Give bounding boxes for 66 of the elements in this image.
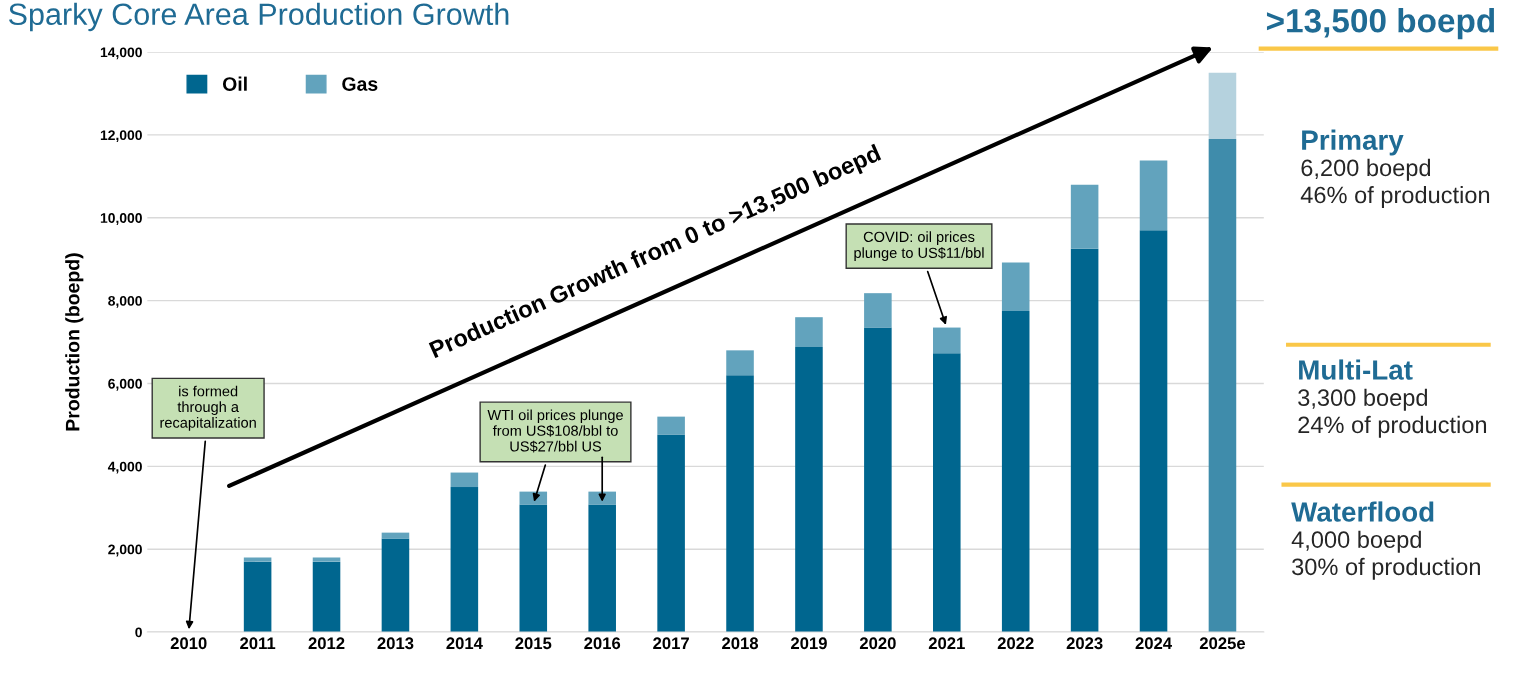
bar <box>381 532 410 539</box>
y-tick-label: 12,000 <box>100 130 142 143</box>
x-tick-label: 2018 <box>722 637 759 650</box>
x-tick-label: 2019 <box>790 637 827 650</box>
chart-title: Sparky Core Area Production Growth <box>8 2 509 32</box>
x-tick-label: 2017 <box>653 637 689 650</box>
legend-label: Gas <box>342 77 378 91</box>
y-axis-title: Production (boepd) <box>65 253 84 431</box>
x-tick-label: 2015 <box>515 637 552 650</box>
bar <box>657 434 685 633</box>
y-tick-label: 14,000 <box>100 47 142 60</box>
text: Primary <box>1302 129 1404 156</box>
text: >13,500 boepd <box>1266 8 1495 40</box>
bar <box>657 416 685 435</box>
bar <box>312 561 341 633</box>
y-tick-label: 8,000 <box>108 295 142 308</box>
bar <box>450 487 479 633</box>
text: 4,000 boepd 30% of production <box>1291 530 1480 580</box>
x-tick-label: 2014 <box>446 637 483 650</box>
text: Multi-Lat <box>1299 359 1413 380</box>
bar <box>795 317 823 348</box>
bar <box>1208 139 1237 633</box>
bar <box>381 538 410 633</box>
y-tick-label: 0 <box>135 627 142 638</box>
bar <box>1001 262 1030 311</box>
bar <box>450 472 479 488</box>
bar <box>588 504 616 633</box>
x-tick-label: 2020 <box>859 637 896 650</box>
bar <box>864 293 892 328</box>
x-tick-label: 2010 <box>170 637 207 650</box>
y-tick-label: 4,000 <box>107 461 142 474</box>
bar <box>933 327 961 354</box>
x-tick-label: 2025e <box>1199 637 1246 650</box>
bar <box>1070 184 1099 249</box>
y-tick-label: 10,000 <box>100 213 142 225</box>
x-tick-label: 2016 <box>584 637 621 650</box>
x-tick-label: 2013 <box>377 637 414 650</box>
bar <box>312 557 341 562</box>
bar <box>864 327 892 633</box>
bar <box>1001 310 1030 633</box>
bar <box>726 375 754 633</box>
text: Waterflood <box>1291 501 1434 522</box>
bar <box>1139 160 1168 231</box>
legend-label: Oil <box>222 76 247 91</box>
text: 3,300 boepd 24% of production <box>1298 388 1487 438</box>
bar <box>726 350 754 376</box>
annotation: COVID: oil prices plunge to US$11/bbl <box>854 231 984 261</box>
annotation: WTI oil prices plunge from US$108/bbl to US$27/bbl US <box>487 409 623 453</box>
y-tick-label: 6,000 <box>108 378 142 391</box>
bar <box>795 347 823 633</box>
x-tick-label: 2011 <box>240 637 276 650</box>
bar <box>1139 230 1168 633</box>
x-tick-label: 2012 <box>308 637 345 650</box>
x-tick-label: 2024 <box>1135 637 1172 650</box>
bar <box>243 557 272 562</box>
bar <box>243 561 272 633</box>
annotation: is formed through a recapitalization <box>160 385 256 431</box>
x-tick-label: 2021 <box>928 637 965 650</box>
bar <box>933 353 961 633</box>
y-tick-label: 2,000 <box>108 544 142 557</box>
text: 6,200 boepd 46% of production <box>1300 158 1490 209</box>
x-tick-label: 2023 <box>1066 637 1103 650</box>
bar <box>519 504 548 633</box>
bar <box>1208 72 1237 140</box>
x-tick-label: 2022 <box>997 637 1034 650</box>
bar <box>1070 248 1099 633</box>
